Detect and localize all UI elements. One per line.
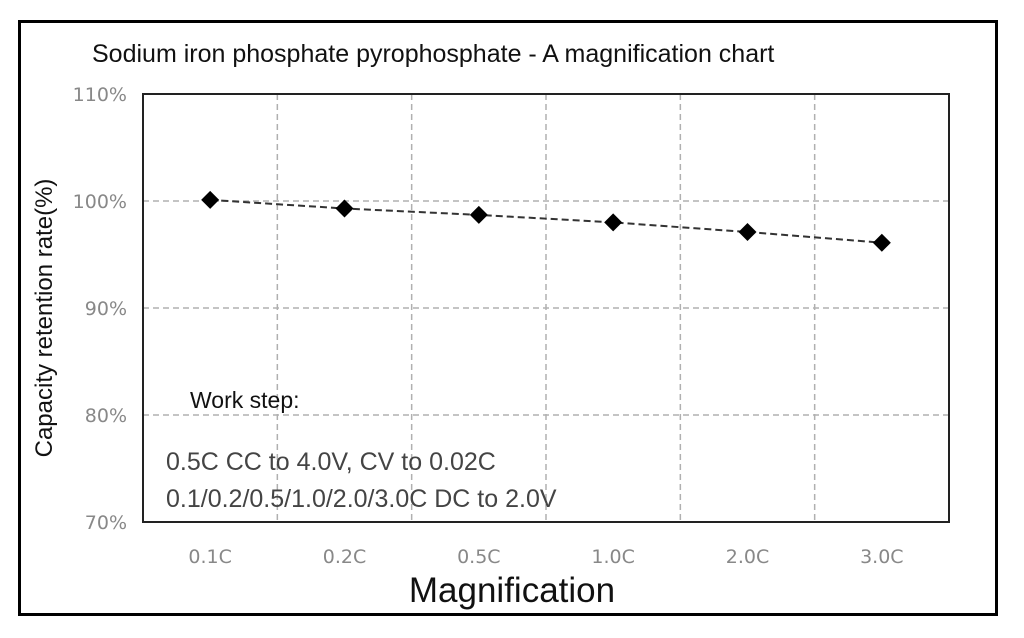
data-point bbox=[872, 233, 891, 252]
x-tick-label: 1.0C bbox=[591, 546, 634, 568]
data-point bbox=[469, 205, 488, 224]
grid bbox=[143, 94, 949, 522]
annotation-line-2: 0.1/0.2/0.5/1.0/2.0/3.0C DC to 2.0V bbox=[166, 485, 557, 513]
x-tick-label: 0.2C bbox=[323, 546, 366, 568]
annotation-line-1: 0.5C CC to 4.0V, CV to 0.02C bbox=[166, 448, 496, 476]
x-tick-label: 3.0C bbox=[860, 546, 903, 568]
x-tick-label: 2.0C bbox=[726, 546, 769, 568]
data-point bbox=[335, 199, 354, 218]
annotation-heading: Work step: bbox=[190, 387, 300, 413]
series-markers bbox=[201, 190, 891, 252]
y-axis-ticks: 70% 80% 90% 100% 110% bbox=[73, 84, 127, 534]
y-tick-label: 110% bbox=[73, 84, 127, 106]
y-tick-label: 90% bbox=[85, 298, 127, 320]
chart-title: Sodium iron phosphate pyrophosphate - A … bbox=[92, 40, 774, 68]
y-axis-label: Capacity retention rate(%) bbox=[31, 179, 58, 458]
data-point bbox=[738, 223, 757, 242]
data-point bbox=[604, 213, 623, 232]
y-tick-label: 70% bbox=[85, 512, 127, 534]
chart-frame bbox=[18, 20, 998, 616]
data-point bbox=[201, 190, 220, 209]
plot-area-border bbox=[142, 93, 950, 523]
series-line bbox=[210, 198, 882, 244]
x-tick-label: 0.1C bbox=[188, 546, 231, 568]
x-axis-label: Magnification bbox=[409, 571, 615, 610]
y-tick-label: 80% bbox=[85, 405, 127, 427]
y-tick-label: 100% bbox=[73, 191, 127, 213]
x-tick-label: 0.5C bbox=[457, 546, 500, 568]
x-axis-ticks: 0.1C 0.2C 0.5C 1.0C 2.0C 3.0C bbox=[188, 546, 903, 568]
